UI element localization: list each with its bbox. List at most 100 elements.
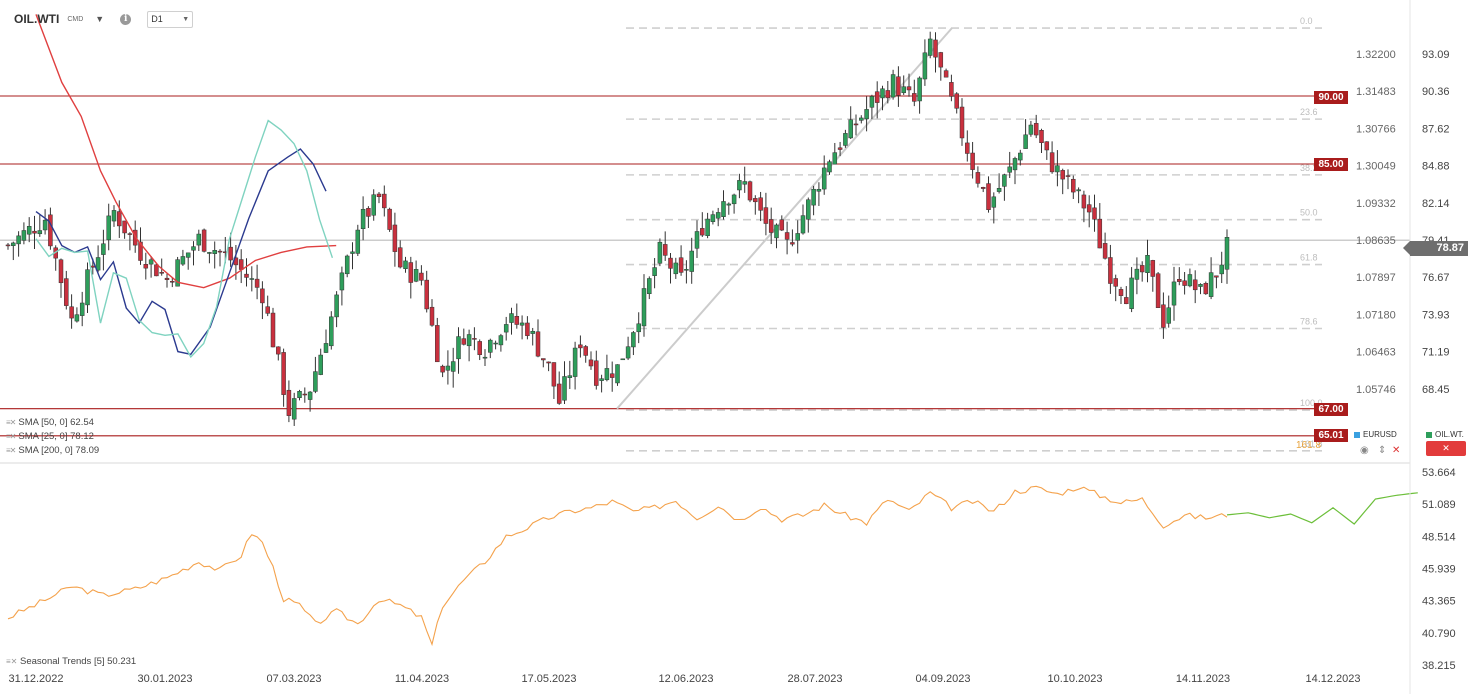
candle — [1171, 281, 1177, 306]
candle — [408, 262, 414, 283]
close-icon[interactable]: ✕ — [1392, 445, 1401, 456]
candle — [737, 180, 742, 191]
candle — [965, 142, 970, 154]
candle — [249, 278, 255, 280]
candle — [360, 208, 366, 229]
candle — [493, 342, 498, 345]
candle — [901, 86, 906, 94]
candle — [329, 316, 334, 347]
candle — [726, 203, 732, 206]
candles — [5, 31, 1230, 426]
candle — [440, 365, 445, 373]
candle — [323, 343, 329, 353]
candle — [281, 352, 286, 395]
level-tag-90[interactable]: 90.00 — [1314, 91, 1348, 104]
legend-settings-icon[interactable]: ≡✕ — [6, 418, 16, 427]
candle — [26, 226, 32, 235]
candle — [1039, 130, 1044, 143]
candle — [970, 152, 975, 170]
candle — [1113, 278, 1118, 287]
candle — [48, 214, 53, 247]
secondary-tick-label: 1.07897 — [1356, 272, 1396, 284]
info-icon[interactable]: i — [120, 13, 132, 25]
remove-overlay-button[interactable]: ✕ — [1426, 441, 1466, 456]
date-tick-label: 07.03.2023 — [266, 673, 321, 685]
symbol-dropdown-icon[interactable]: ▼ — [95, 14, 105, 24]
candle — [519, 322, 525, 326]
candle — [403, 260, 408, 269]
candle — [525, 322, 530, 336]
candle — [472, 338, 477, 340]
candle — [503, 324, 509, 333]
candle — [1182, 280, 1187, 286]
oilwti-legend[interactable]: OIL.WT. — [1426, 430, 1464, 439]
sort-arrows-icon[interactable]: ⇕ — [1378, 445, 1387, 456]
candle — [848, 119, 853, 139]
candle — [604, 368, 610, 381]
level-tag-85[interactable]: 85.00 — [1314, 158, 1348, 171]
candle — [1161, 304, 1166, 328]
sma-50-legend: ≡✕ SMA [50, 0] 62.54 — [6, 417, 94, 428]
candle — [1012, 158, 1018, 171]
candle — [424, 279, 429, 310]
candle — [37, 230, 43, 235]
candle — [445, 365, 451, 371]
candle — [599, 378, 604, 381]
level-tag-67[interactable]: 67.00 — [1314, 403, 1348, 416]
candle — [620, 358, 626, 361]
candle — [276, 346, 281, 355]
candle — [488, 339, 493, 353]
oilwti-swatch — [1426, 431, 1432, 438]
date-tick-label: 30.01.2023 — [137, 673, 192, 685]
timeframe-select[interactable]: D1 ▼ — [147, 10, 194, 28]
candle — [795, 233, 800, 241]
candle — [1007, 166, 1012, 173]
candle — [143, 264, 149, 269]
candle — [742, 181, 747, 185]
candle — [631, 332, 636, 348]
date-tick-label: 11.04.2023 — [395, 673, 449, 685]
symbol-name[interactable]: OIL.WTI — [14, 12, 60, 26]
candle — [387, 208, 392, 230]
candle — [450, 361, 456, 372]
candle — [1198, 284, 1203, 287]
candle — [933, 39, 938, 58]
candle — [95, 257, 101, 271]
candle — [530, 330, 535, 334]
candle — [175, 259, 180, 287]
candle — [42, 219, 48, 231]
legend-settings-icon[interactable]: ≡✕ — [6, 657, 18, 666]
trendline — [616, 27, 953, 410]
candle — [1055, 165, 1060, 173]
candle — [482, 356, 488, 359]
candle — [1145, 255, 1150, 274]
secondary-tick-label: 1.06463 — [1356, 347, 1396, 359]
candle — [21, 230, 27, 241]
level-tag-65[interactable]: 65.01 — [1314, 429, 1348, 442]
candle — [652, 267, 657, 276]
candle — [991, 196, 997, 208]
seasonal-forecast-line — [1226, 492, 1418, 525]
price-tick-label: 87.62 — [1422, 123, 1450, 135]
eye-icon[interactable]: ◉ — [1360, 445, 1369, 456]
candle — [297, 391, 302, 398]
candle — [101, 243, 106, 255]
date-tick-label: 10.10.2023 — [1047, 673, 1102, 685]
chevron-down-icon: ▼ — [182, 15, 190, 23]
eurusd-legend[interactable]: EURUSD — [1354, 430, 1397, 439]
fib-label: 23.6 — [1300, 107, 1318, 117]
candle — [927, 38, 933, 56]
candle — [694, 231, 700, 249]
candle — [111, 210, 117, 222]
candle — [291, 398, 297, 420]
legend-settings-icon[interactable]: ≡✕ — [6, 446, 16, 455]
candle — [238, 259, 244, 270]
candle — [1092, 207, 1097, 220]
candle — [355, 229, 361, 254]
candle — [244, 273, 249, 278]
candle — [657, 241, 663, 264]
legend-settings-icon[interactable]: ≡✕ — [6, 432, 16, 441]
candle — [1018, 152, 1023, 161]
